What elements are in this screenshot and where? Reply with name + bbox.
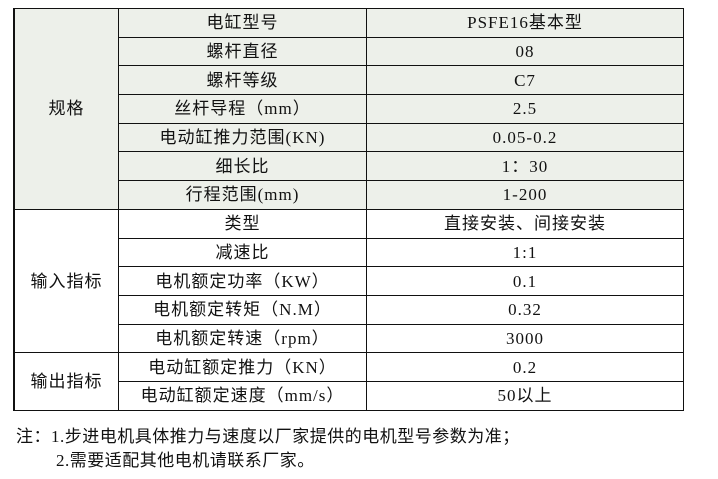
- table-row: 行程范围(mm) 1-200: [14, 180, 684, 210]
- table-row: 输入指标 类型 直接安装、间接安装: [13, 208, 684, 354]
- note-line-2: 2.需要适配其他电机请联系厂家。: [56, 451, 315, 470]
- param-value: PSFE16基本型: [366, 8, 684, 38]
- param-value: 1:1: [366, 237, 684, 268]
- notes: 注：1.步进电机具体推力与速度以厂家提供的电机型号参数为准； 2.需要适配其他电…: [16, 425, 520, 473]
- group-label: 输入指标: [13, 208, 119, 354]
- param-name: 类型: [118, 208, 367, 239]
- table-row: 丝杆导程（mm） 2.5: [14, 94, 684, 124]
- param-name: 电机额定转速（rpm）: [118, 323, 367, 354]
- param-name: 电动缸额定速度（mm/s）: [118, 380, 367, 411]
- spec-table: 规格 电缸型号 PSFE16基本型 螺杆直径 08 螺杆等级 C7 丝杆导程（mm） 2.5 电动…: [13, 8, 684, 411]
- param-name: 丝杆导程（mm）: [118, 94, 367, 124]
- table-row: 电动缸推力范围(KN) 0.05-0.2: [14, 122, 684, 153]
- param-value: 直接安装、间接安装: [366, 208, 684, 239]
- table-row: 螺杆直径 08: [14, 36, 684, 67]
- param-value: C7: [366, 65, 684, 96]
- table-row: 规格 电缸型号 PSFE16基本型: [13, 8, 684, 210]
- param-name: 细长比: [118, 151, 367, 182]
- param-value: 2.5: [366, 94, 684, 124]
- param-name: 减速比: [118, 237, 367, 268]
- table-row: 细长比 1：30: [14, 151, 684, 182]
- group-label: 规格: [13, 8, 119, 210]
- param-name: 电机额定转矩（N.M）: [118, 294, 367, 325]
- table-row: 螺杆等级 C7: [14, 65, 684, 96]
- table-row: 电机额定转速（rpm） 3000: [14, 323, 684, 354]
- table-row: 电动缸额定速度（mm/s） 50以上: [14, 380, 684, 411]
- param-value: 0.2: [366, 352, 684, 382]
- param-name: 螺杆等级: [118, 65, 367, 96]
- param-name: 电动缸额定推力（KN）: [118, 352, 367, 382]
- param-value: 0.1: [366, 266, 684, 296]
- note-line-1: 注：1.步进电机具体推力与速度以厂家提供的电机型号参数为准；: [16, 427, 520, 446]
- param-name: 电动缸推力范围(KN): [118, 122, 367, 153]
- param-value: 08: [366, 36, 684, 67]
- param-value: 0.05-0.2: [366, 122, 684, 153]
- spec-table-body: 规格 电缸型号 PSFE16基本型 螺杆直径 08 螺杆等级 C7 丝杆导程（mm） 2.5 电动…: [13, 8, 684, 411]
- table-row: 减速比 1:1: [14, 237, 684, 268]
- param-value: 1：30: [366, 151, 684, 182]
- param-name: 行程范围(mm): [118, 180, 367, 210]
- param-value: 1-200: [366, 180, 684, 210]
- param-value: 3000: [366, 323, 684, 354]
- group-label: 输出指标: [13, 352, 119, 411]
- param-name: 电机额定功率（KW）: [118, 266, 367, 296]
- table-row: 电机额定转矩（N.M） 0.32: [14, 294, 684, 325]
- param-value: 50以上: [366, 380, 684, 411]
- param-name: 电缸型号: [118, 8, 367, 38]
- table-row: 输出指标 电动缸额定推力（KN） 0.2: [13, 352, 684, 411]
- param-name: 螺杆直径: [118, 36, 367, 67]
- param-value: 0.32: [366, 294, 684, 325]
